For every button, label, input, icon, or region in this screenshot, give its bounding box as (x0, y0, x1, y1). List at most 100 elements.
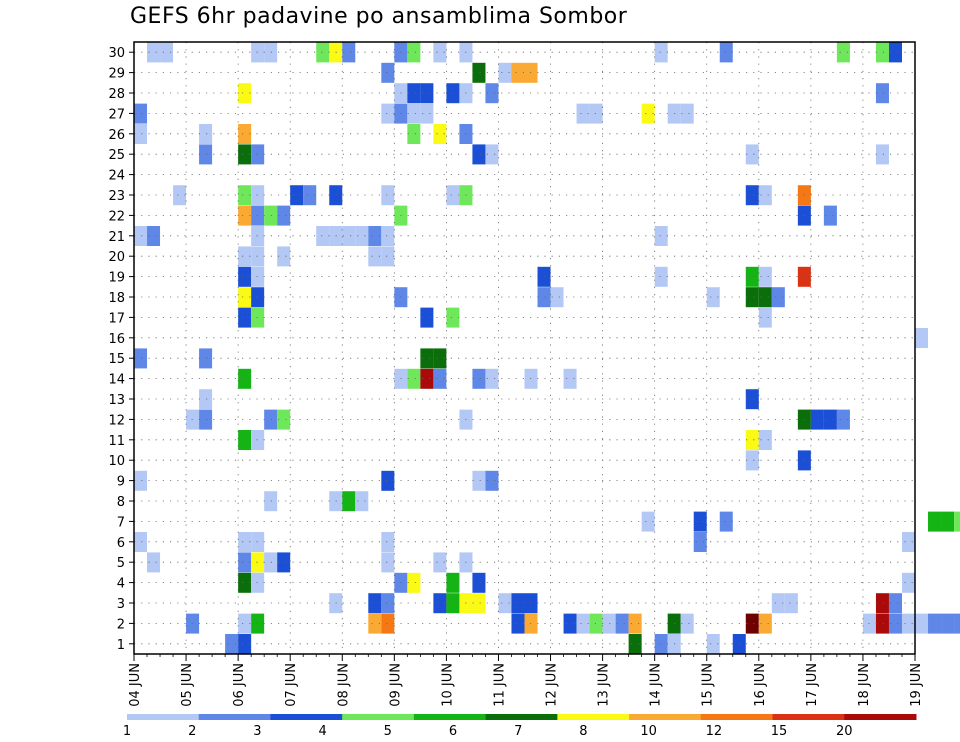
heatmap-cell (771, 287, 785, 308)
heatmap-cell (745, 266, 759, 287)
heatmap-cell (251, 205, 265, 226)
heatmap-cell (680, 103, 694, 124)
x-tick-label: 19 JUN (909, 663, 924, 707)
heatmap-cell (628, 634, 642, 654)
heatmap-cell (433, 124, 447, 144)
heatmap-cell (251, 144, 265, 165)
heatmap-cell (199, 144, 213, 165)
heatmap-cell (706, 287, 720, 308)
heatmap-cell (888, 613, 902, 634)
chart-gridlines (134, 42, 915, 654)
heatmap-cell (134, 470, 148, 491)
x-tick-label: 13 JUN (597, 663, 612, 707)
y-tick-label: 22 (108, 209, 125, 224)
heatmap-cell (433, 348, 447, 369)
y-tick-label: 25 (108, 148, 125, 163)
heatmap-cell (589, 103, 603, 124)
heatmap-cell (238, 572, 252, 593)
heatmap-cell (238, 144, 252, 165)
y-tick-label: 11 (108, 434, 125, 449)
heatmap-cell (941, 511, 955, 532)
heatmap-cell (134, 124, 148, 144)
heatmap-cell (420, 83, 434, 104)
heatmap-cell (407, 572, 421, 593)
heatmap-cell (472, 62, 486, 83)
heatmap-cell (316, 42, 330, 63)
colorbar-label: 8 (579, 724, 587, 739)
heatmap-cell (628, 613, 642, 634)
heatmap-cell (758, 430, 772, 450)
heatmap-cell (342, 42, 356, 63)
heatmap-cell (290, 185, 304, 206)
heatmap-cell (368, 613, 382, 634)
heatmap-cell (251, 572, 265, 593)
heatmap-cell (433, 552, 447, 573)
heatmap-cell (381, 470, 395, 491)
heatmap-cell (680, 613, 694, 634)
heatmap-cell (277, 205, 291, 226)
heatmap-cell (238, 205, 252, 226)
heatmap-cell (485, 83, 499, 104)
heatmap-cell (277, 246, 291, 267)
y-tick-label: 5 (117, 556, 125, 571)
heatmap-cell (251, 226, 265, 246)
heatmap-cell (251, 185, 265, 206)
heatmap-cell (589, 613, 603, 634)
heatmap-cell (251, 42, 265, 63)
x-tick-label: 17 JUN (805, 663, 820, 707)
y-axis: 1234567891011121314151617181920212223242… (108, 46, 134, 653)
y-tick-label: 27 (108, 107, 125, 122)
heatmap-cell (654, 226, 668, 246)
heatmap-cell (537, 287, 551, 308)
heatmap-cell (446, 185, 460, 206)
heatmap-cell (446, 83, 460, 104)
y-tick-label: 10 (108, 454, 125, 469)
x-tick-label: 07 JUN (284, 663, 299, 707)
heatmap-cell (654, 634, 668, 654)
y-tick-label: 16 (108, 332, 125, 347)
heatmap-cell (602, 613, 616, 634)
y-tick-label: 7 (117, 515, 125, 530)
colorbar-label: 2 (188, 724, 196, 739)
colorbar-swatch (127, 714, 200, 720)
y-tick-label: 2 (117, 617, 125, 632)
heatmap-cell (550, 287, 564, 308)
colorbar-label: 5 (384, 724, 392, 739)
heatmap-cell (355, 491, 369, 512)
heatmap-cell (368, 593, 382, 614)
heatmap-cells (134, 42, 960, 654)
heatmap-cell (407, 103, 421, 124)
heatmap-cell (745, 144, 759, 165)
colorbar-swatch (342, 714, 415, 720)
heatmap-cell (693, 511, 707, 532)
heatmap-cell (928, 613, 942, 634)
y-tick-label: 4 (117, 577, 125, 592)
colorbar-label: 7 (514, 724, 522, 739)
heatmap-cell (381, 593, 395, 614)
x-axis: 04 JUN 05 JUN 06 JUN 07 JUN 08 JUN 09 JUN 10 J… (128, 654, 924, 707)
heatmap-cell (941, 613, 955, 634)
heatmap-cell (472, 470, 486, 491)
heatmap-cell (147, 552, 161, 573)
heatmap-cell (238, 266, 252, 287)
x-tick-label: 15 JUN (701, 663, 716, 707)
heatmap-cell (836, 42, 850, 63)
heatmap-cell (472, 144, 486, 165)
heatmap-cell (888, 593, 902, 614)
heatmap-cell (823, 409, 837, 430)
heatmap-cell (420, 348, 434, 369)
heatmap-cell (875, 83, 889, 104)
heatmap-cell (511, 62, 525, 83)
heatmap-cell (758, 266, 772, 287)
heatmap-cell (407, 83, 421, 104)
y-tick-label: 15 (108, 352, 125, 367)
colorbar-swatch (557, 714, 630, 720)
heatmap-cell (537, 266, 551, 287)
heatmap-cell (368, 246, 382, 267)
heatmap-cell (407, 42, 421, 63)
heatmap-cell (915, 328, 929, 348)
heatmap-cell (173, 185, 187, 206)
y-tick-label: 13 (108, 393, 125, 408)
y-tick-label: 6 (117, 536, 125, 551)
heatmap-cell (576, 103, 590, 124)
